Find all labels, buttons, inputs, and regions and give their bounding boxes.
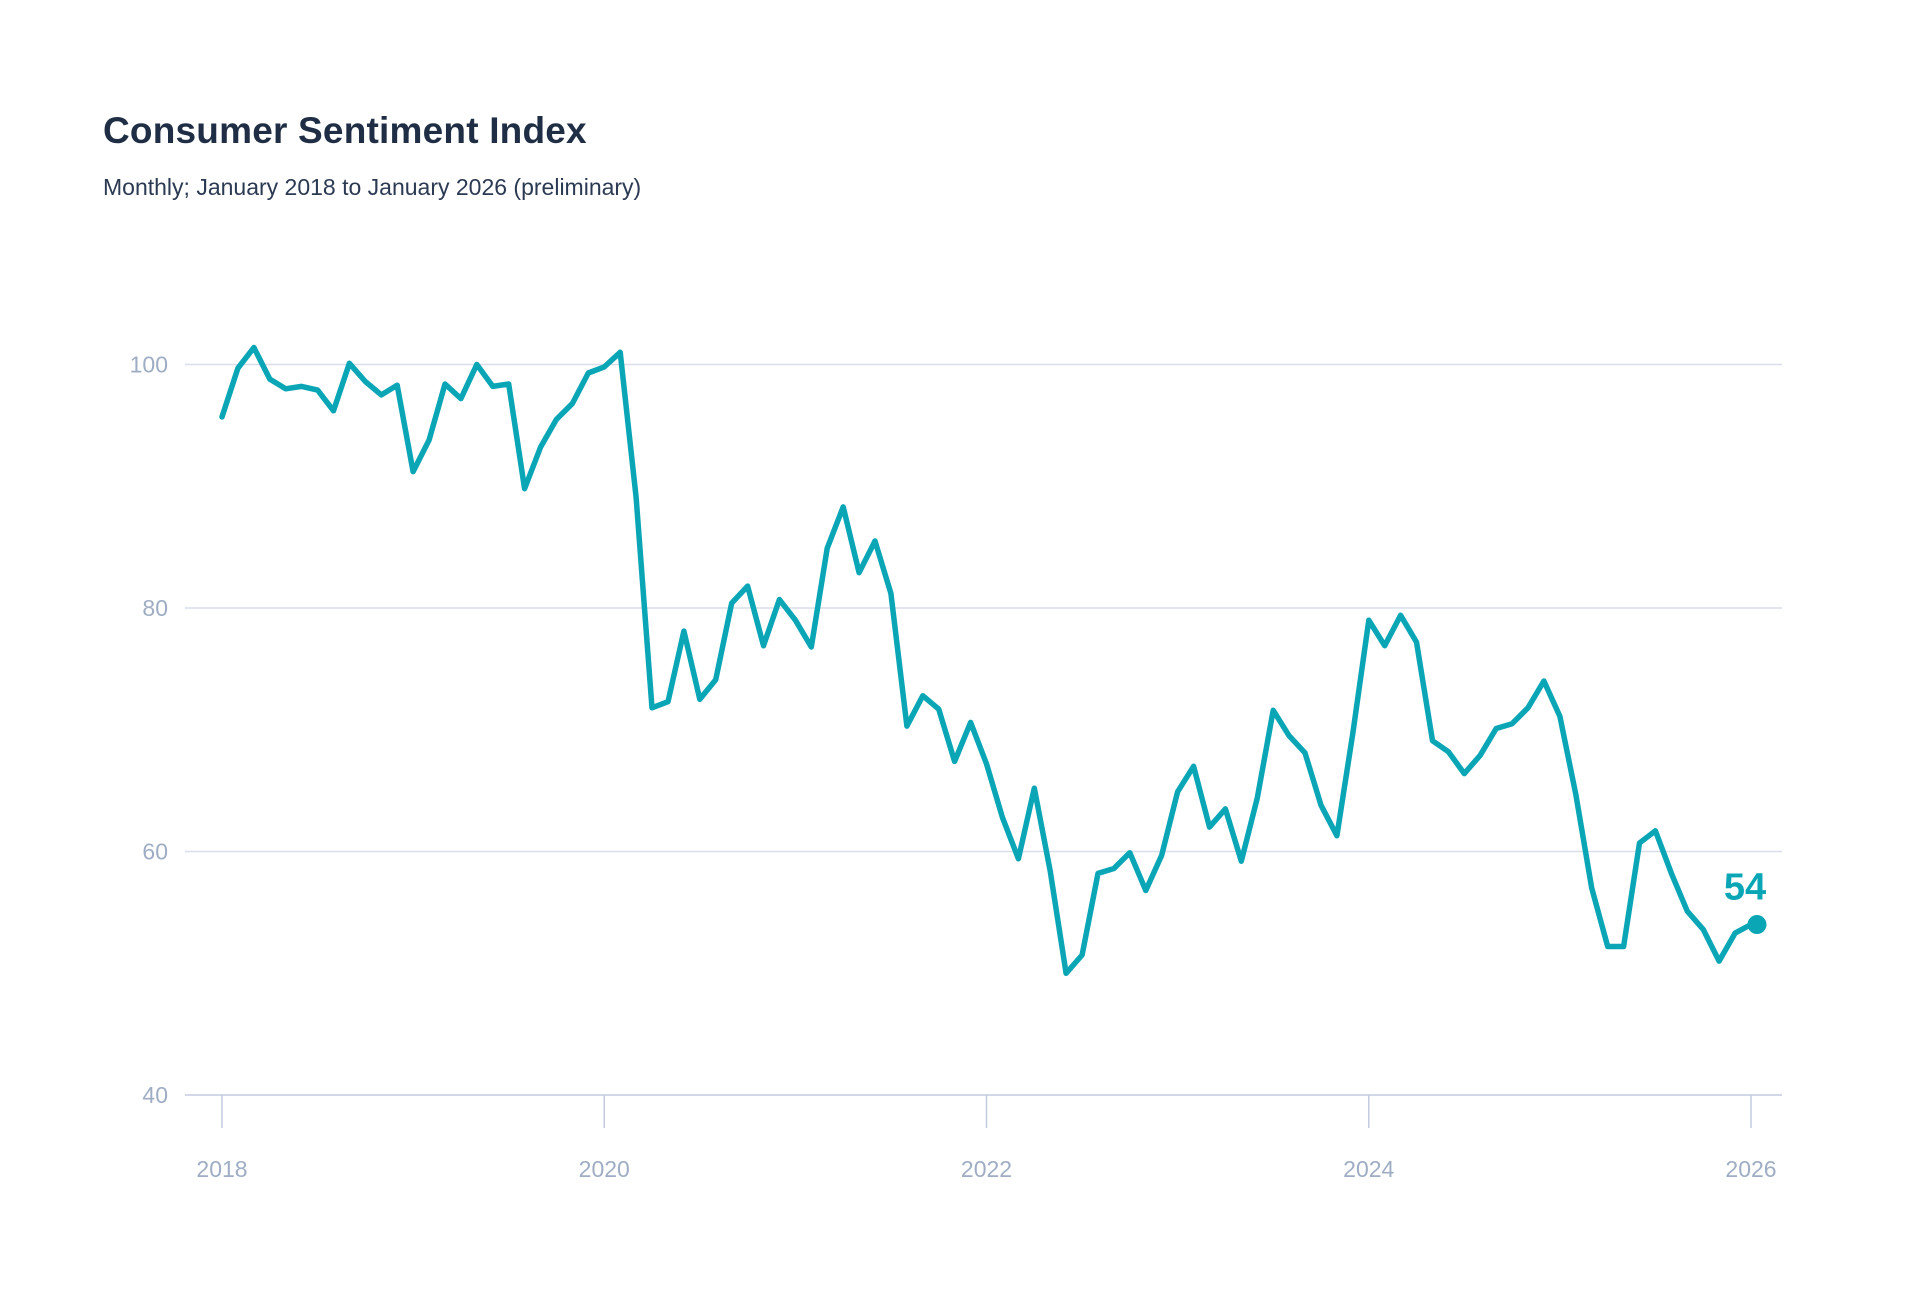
axis-layer: 100 80 60 40 2018 2020 2022 2024 2026 <box>130 352 1777 1183</box>
x-tick-label: 2020 <box>579 1156 630 1182</box>
y-tick-label: 100 <box>130 352 168 378</box>
end-point-dot <box>1747 915 1767 935</box>
chart-title: Consumer Sentiment Index <box>103 110 587 151</box>
y-tick-label: 40 <box>142 1082 168 1108</box>
sentiment-series-line <box>219 344 1754 977</box>
series-layer: 54 <box>219 344 1767 977</box>
x-tick-label: 2024 <box>1343 1156 1394 1182</box>
y-tick-label: 60 <box>142 839 168 865</box>
x-tick-label: 2018 <box>196 1156 247 1182</box>
end-value-label: 54 <box>1724 867 1766 909</box>
gridlines-layer <box>185 363 1782 1096</box>
x-tick-label: 2026 <box>1725 1156 1776 1182</box>
chart-subtitle: Monthly; January 2018 to January 2026 (p… <box>103 174 642 200</box>
y-tick-label: 80 <box>142 595 168 621</box>
x-tick-label: 2022 <box>961 1156 1012 1182</box>
